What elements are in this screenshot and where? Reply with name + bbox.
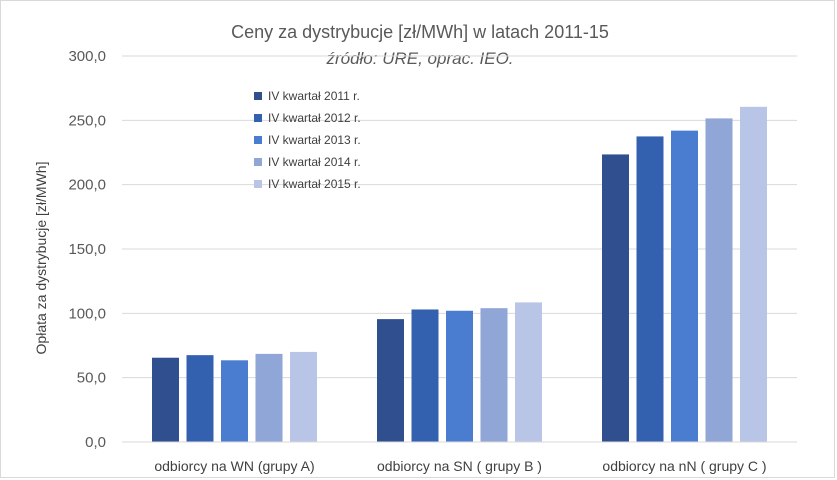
bar [705,118,733,443]
bar [255,353,283,442]
y-tick-label: 0,0 [85,434,106,451]
bar [411,309,439,442]
bar [636,136,664,442]
y-tick-label: 150,0 [68,241,106,258]
bar [290,351,317,442]
x-category-label: odbiorcy na WN (grupy A) [154,458,314,474]
x-category-label: odbiorcy na nN ( grupy C ) [602,458,766,474]
bar [221,360,248,442]
legend-swatch [254,180,262,188]
y-axis-ticks: 0,0 50,0 100,0 150,0 200,0 250,0 300,0 [68,48,106,451]
legend-swatch [254,92,262,100]
bar [152,357,179,442]
bar [671,130,698,443]
bar [186,355,214,442]
y-tick-label: 300,0 [68,48,106,65]
legend-swatch [254,136,262,144]
y-tick-label: 250,0 [68,112,106,129]
y-tick-label: 100,0 [68,305,106,322]
bars [152,106,767,443]
bar [740,106,767,442]
legend-label: IV kwartał 2013 r. [268,133,361,147]
y-axis-label: Opłata za dystrybucje [zł/MWh] [33,162,49,355]
bar [377,319,404,442]
legend: IV kwartał 2011 r. IV kwartał 2012 r. IV k… [254,89,361,191]
x-category-label: odbiorcy na SN ( grupy B ) [377,458,542,474]
chart-title: Ceny za dystrybucje [zł/MWh] w latach 20… [231,22,609,42]
legend-swatch [254,114,262,122]
bar [446,310,473,442]
legend-label: IV kwartał 2014 r. [268,155,361,169]
legend-label: IV kwartał 2012 r. [268,111,361,125]
legend-label: IV kwartał 2015 r. [268,177,361,191]
bar [480,308,508,442]
chart-subtitle: źródło: URE, oprac. IEO. [325,49,513,68]
y-tick-label: 200,0 [68,177,106,194]
legend-swatch [254,158,262,166]
bar [602,154,629,442]
category-labels: odbiorcy na WN (grupy A) odbiorcy na SN (… [154,458,766,474]
y-tick-label: 50,0 [77,370,106,387]
legend-label: IV kwartał 2011 r. [268,89,360,103]
bar [515,302,542,442]
